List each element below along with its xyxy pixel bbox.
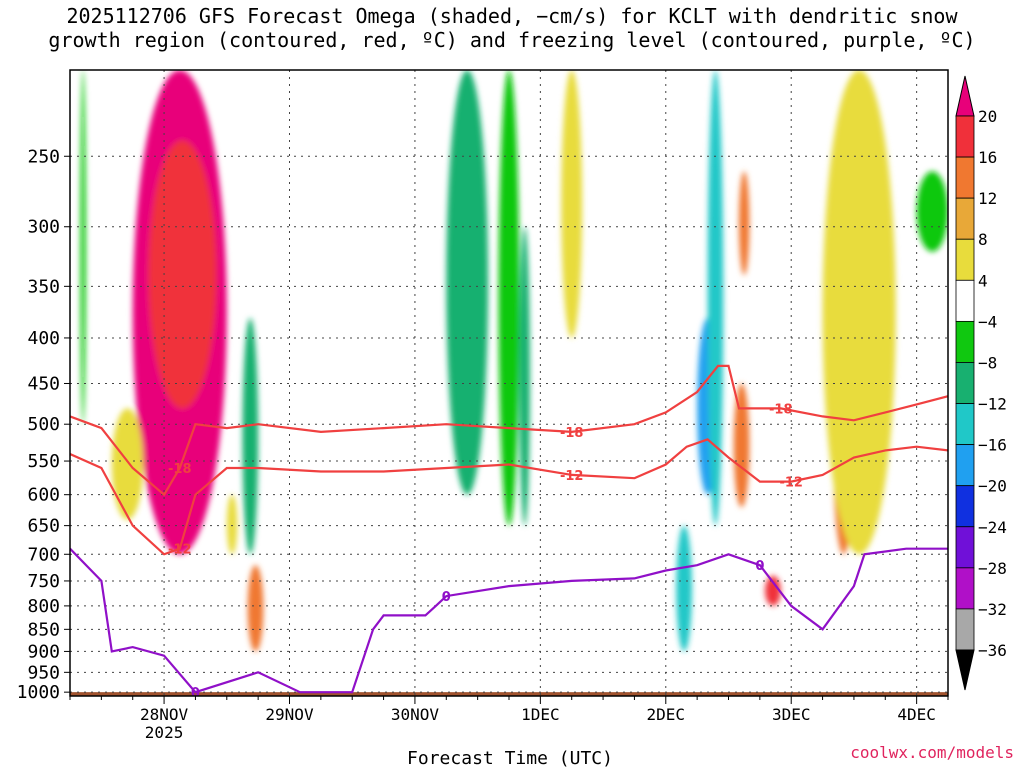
omega-region <box>733 383 750 508</box>
contour--12 <box>70 438 948 556</box>
y-tick-label: 700 <box>27 544 60 565</box>
colorbar-label: 20 <box>978 107 997 126</box>
contour-label: -18 <box>168 462 192 477</box>
x-tick-label: 28NOV <box>140 705 189 724</box>
colorbar-label: −20 <box>978 477 1007 496</box>
terrain-band <box>70 692 948 696</box>
colorbar-bin <box>955 115 975 158</box>
omega-shading <box>80 70 948 652</box>
colorbar-bin <box>955 238 975 281</box>
omega-region <box>765 575 781 606</box>
contour-label: 0 <box>755 559 764 574</box>
x-tick-sublabel: 2025 <box>145 723 184 742</box>
omega-region <box>498 70 520 526</box>
y-tick-label: 600 <box>27 485 60 506</box>
colorbar-label: −16 <box>978 436 1007 455</box>
colorbar-bin <box>955 444 975 487</box>
colorbar-bin <box>955 362 975 404</box>
y-tick-label: 1000 <box>17 682 60 703</box>
colorbar-label: −36 <box>978 641 1007 660</box>
contour-lines: -18 -18 -18 -12 -12 -12 0 0 0 <box>70 364 948 701</box>
contour-label: -18 <box>769 402 793 417</box>
omega-region <box>519 226 530 526</box>
colorbar-label: −4 <box>978 312 997 331</box>
colorbar-bin <box>955 526 975 569</box>
y-tick-label: 300 <box>27 217 60 238</box>
y-tick-label: 350 <box>27 276 60 297</box>
contour-label: 0 <box>191 686 200 701</box>
colorbar-bin <box>955 320 975 363</box>
omega-region <box>242 318 259 555</box>
colorbar-top-arrow <box>955 75 975 117</box>
contour-label: -18 <box>560 426 584 441</box>
y-tick-label: 400 <box>27 328 60 349</box>
contour-0 <box>70 547 948 694</box>
colorbar-label: 8 <box>978 230 988 249</box>
x-tick-label: 29NOV <box>265 705 314 724</box>
colorbar-bin <box>955 567 975 610</box>
omega-region <box>247 565 264 652</box>
omega-region <box>111 408 144 520</box>
omega-region <box>738 171 750 276</box>
omega-region <box>822 70 896 555</box>
credit-link[interactable]: coolwx.com/models <box>850 743 1014 762</box>
omega-region <box>916 171 948 252</box>
omega-region <box>148 140 217 409</box>
x-tick-label: 2DEC <box>647 705 686 724</box>
colorbar-label: 12 <box>978 189 997 208</box>
contour-label: -12 <box>779 476 803 491</box>
y-tick-label: 950 <box>27 662 60 683</box>
colorbar-bin <box>955 403 975 446</box>
colorbar-label: −12 <box>978 395 1007 414</box>
y-tick-label: 450 <box>27 373 60 394</box>
chart-title: 2025112706 GFS Forecast Omega (shaded, −… <box>48 4 976 52</box>
omega-region <box>707 70 724 526</box>
omega-region <box>676 525 692 652</box>
omega-region <box>80 70 86 425</box>
y-tick-label: 750 <box>27 571 60 592</box>
colorbar-bin <box>955 197 975 240</box>
contour-label: -12 <box>560 469 584 484</box>
colorbar-bottom-arrow <box>955 649 975 691</box>
omega-region <box>226 494 238 555</box>
x-tick-label: 3DEC <box>772 705 811 724</box>
contour-label: 0 <box>442 590 451 605</box>
colorbar-bin <box>955 279 975 322</box>
colorbar-bin <box>955 608 975 651</box>
terrain <box>70 692 948 696</box>
x-axis-label: Forecast Time (UTC) <box>407 748 613 768</box>
y-tick-label: 500 <box>27 414 60 435</box>
colorbar-label: −24 <box>978 518 1007 537</box>
colorbar-bin <box>955 485 975 528</box>
colorbar-bin <box>955 156 975 199</box>
y-tick-label: 800 <box>27 596 60 617</box>
y-axis: 2503003504004505005506006507007508008509… <box>17 146 70 703</box>
y-tick-label: 250 <box>27 146 60 167</box>
contour-label: -12 <box>168 543 192 558</box>
contour--18 <box>70 364 948 497</box>
y-tick-label: 900 <box>27 641 60 662</box>
colorbar: 20 16 12 8 4 −4 −8 −12 −16 −20 −24 −28 −32 −36 <box>955 75 1007 691</box>
x-tick-label: 4DEC <box>897 705 936 724</box>
y-tick-label: 850 <box>27 619 60 640</box>
x-tick-label: 30NOV <box>391 705 440 724</box>
colorbar-label: 4 <box>978 271 988 290</box>
x-tick-label: 1DEC <box>521 705 560 724</box>
omega-region <box>446 70 489 495</box>
colorbar-label: −28 <box>978 559 1007 578</box>
y-tick-label: 550 <box>27 451 60 472</box>
colorbar-label: 16 <box>978 148 997 167</box>
omega-region <box>561 70 583 338</box>
colorbar-label: −8 <box>978 353 997 372</box>
colorbar-label: −32 <box>978 600 1007 619</box>
y-tick-label: 650 <box>27 516 60 537</box>
